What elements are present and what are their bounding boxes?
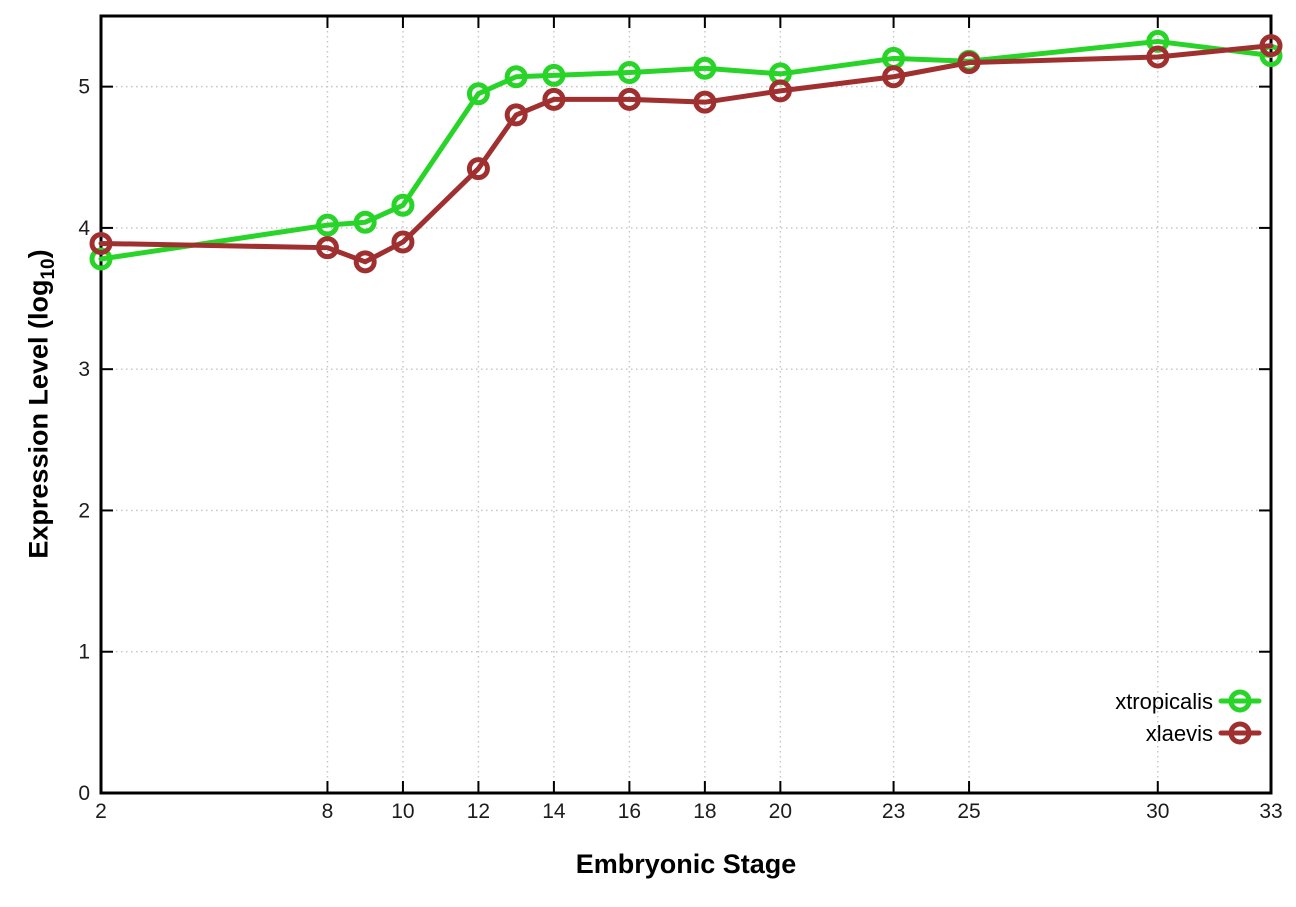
data-point-xtropicalis-14	[542, 63, 566, 87]
y-axis-title-subscript: 10	[37, 258, 59, 280]
series-line-xlaevis	[98, 43, 1274, 265]
data-point-xlaevis-12	[466, 157, 490, 181]
data-point-xlaevis-33	[1259, 34, 1283, 58]
x-tick-label-10: 10	[391, 800, 414, 823]
x-tick-label-23: 23	[882, 800, 905, 823]
x-tick-label-12: 12	[467, 800, 490, 823]
data-point-xtropicalis-13	[504, 65, 528, 89]
y-tick-label-4: 4	[78, 217, 90, 240]
data-point-xlaevis-2	[89, 231, 113, 255]
data-point-xlaevis-25	[957, 51, 981, 75]
y-axis-title-text: Expression Level (log	[23, 279, 54, 559]
y-tick-label-1: 1	[78, 641, 90, 664]
x-tick-label-2: 2	[95, 800, 107, 823]
data-point-xlaevis-18	[693, 90, 717, 114]
x-tick-label-16: 16	[618, 800, 641, 823]
data-point-xlaevis-30	[1146, 45, 1170, 69]
data-point-xlaevis-23	[882, 65, 906, 89]
data-point-xtropicalis-16	[617, 61, 641, 85]
x-tick-label-14: 14	[542, 800, 566, 823]
data-point-xlaevis-10	[391, 230, 415, 254]
x-tick-label-25: 25	[957, 800, 980, 823]
x-tick-label-8: 8	[322, 800, 334, 823]
data-point-xlaevis-9	[353, 250, 377, 274]
data-point-xlaevis-8	[315, 236, 339, 260]
data-point-xlaevis-20	[768, 79, 792, 103]
legend-label-xlaevis: xlaevis	[1146, 721, 1213, 746]
y-tick-label-3: 3	[78, 358, 90, 381]
data-point-xtropicalis-8	[315, 213, 339, 237]
x-tick-label-33: 33	[1259, 800, 1282, 823]
y-tick-label-5: 5	[78, 76, 90, 99]
y-axis-title: Expression Level (log10)	[23, 249, 59, 559]
data-point-xlaevis-14	[542, 87, 566, 111]
y-tick-label-2: 2	[78, 499, 90, 522]
legend-marker-xtropicalis	[1228, 689, 1252, 713]
x-tick-label-18: 18	[693, 800, 716, 823]
x-tick-label-30: 30	[1146, 800, 1169, 823]
series-line-xtropicalis	[98, 38, 1274, 262]
x-axis-title: Embryonic Stage	[575, 849, 797, 879]
data-point-xtropicalis-10	[391, 193, 415, 217]
y-tick-label-0: 0	[78, 782, 90, 805]
legend-label-xtropicalis: xtropicalis	[1115, 689, 1213, 714]
y-axis-title-close: )	[23, 249, 54, 259]
x-tick-label-20: 20	[769, 800, 792, 823]
data-point-xtropicalis-18	[693, 56, 717, 80]
plot-border	[99, 14, 1273, 795]
data-point-xlaevis-16	[617, 87, 641, 111]
data-point-xlaevis-13	[504, 103, 528, 127]
legend-marker-xlaevis	[1228, 721, 1252, 745]
data-point-xtropicalis-9	[353, 210, 377, 234]
data-point-xtropicalis-12	[466, 82, 490, 106]
